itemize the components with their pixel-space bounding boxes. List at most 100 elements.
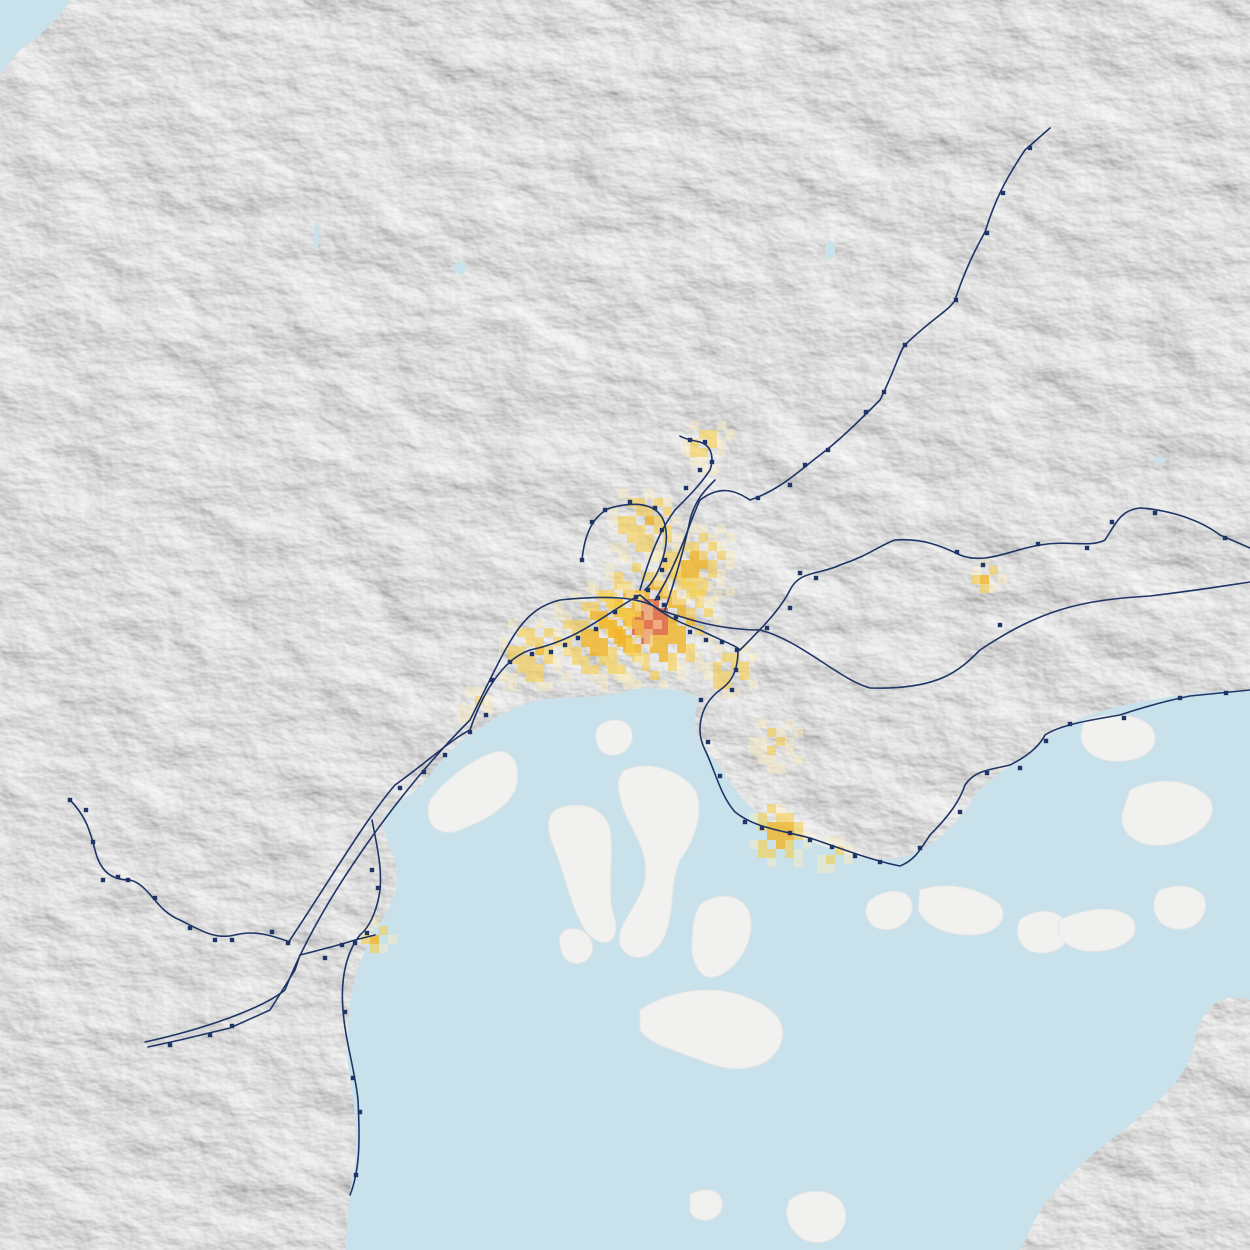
- station-marker[interactable]: [787, 605, 793, 611]
- station-marker[interactable]: [489, 677, 495, 683]
- station-marker[interactable]: [705, 739, 711, 745]
- station-marker[interactable]: [997, 622, 1003, 628]
- station-marker[interactable]: [802, 462, 808, 468]
- station-marker[interactable]: [662, 557, 668, 563]
- station-marker[interactable]: [1222, 535, 1228, 541]
- station-marker[interactable]: [167, 1042, 173, 1048]
- station-marker[interactable]: [575, 635, 581, 641]
- station-marker[interactable]: [442, 752, 448, 758]
- station-marker[interactable]: [207, 1032, 213, 1038]
- station-marker[interactable]: [357, 1109, 363, 1115]
- station-marker[interactable]: [673, 614, 679, 620]
- station-marker[interactable]: [212, 937, 218, 943]
- station-marker[interactable]: [339, 942, 345, 948]
- station-marker[interactable]: [755, 495, 761, 501]
- station-marker[interactable]: [627, 499, 633, 505]
- station-marker[interactable]: [659, 527, 665, 533]
- station-marker[interactable]: [683, 485, 689, 491]
- station-marker[interactable]: [787, 482, 793, 488]
- station-marker[interactable]: [322, 955, 328, 961]
- station-marker[interactable]: [602, 507, 608, 513]
- station-marker[interactable]: [709, 459, 715, 465]
- station-marker[interactable]: [1223, 690, 1229, 696]
- station-marker[interactable]: [229, 937, 235, 943]
- station-marker[interactable]: [593, 626, 599, 632]
- station-marker[interactable]: [353, 1172, 359, 1178]
- station-marker[interactable]: [645, 587, 651, 593]
- station-marker[interactable]: [717, 773, 723, 779]
- station-marker[interactable]: [797, 570, 803, 576]
- station-marker[interactable]: [369, 867, 375, 873]
- station-marker[interactable]: [863, 409, 869, 415]
- station-marker[interactable]: [229, 1023, 235, 1029]
- station-marker[interactable]: [152, 895, 158, 901]
- station-marker[interactable]: [1177, 695, 1183, 701]
- station-marker[interactable]: [661, 602, 667, 608]
- station-marker[interactable]: [652, 505, 658, 511]
- station-marker[interactable]: [1035, 541, 1041, 547]
- station-marker[interactable]: [125, 877, 131, 883]
- station-marker[interactable]: [902, 342, 908, 348]
- station-marker[interactable]: [813, 575, 819, 581]
- station-marker[interactable]: [697, 467, 703, 473]
- station-marker[interactable]: [1000, 190, 1006, 196]
- station-marker[interactable]: [852, 853, 858, 859]
- station-marker[interactable]: [529, 651, 535, 657]
- station-marker[interactable]: [980, 562, 986, 568]
- station-marker[interactable]: [734, 647, 740, 653]
- station-marker[interactable]: [764, 625, 770, 631]
- station-marker[interactable]: [659, 567, 665, 573]
- station-marker[interactable]: [90, 839, 96, 845]
- station-marker[interactable]: [881, 389, 887, 395]
- station-marker[interactable]: [703, 637, 709, 643]
- station-marker[interactable]: [1067, 721, 1073, 727]
- station-marker[interactable]: [421, 769, 427, 775]
- station-marker[interactable]: [364, 930, 370, 936]
- station-marker[interactable]: [954, 549, 960, 555]
- station-marker[interactable]: [787, 830, 793, 836]
- station-marker[interactable]: [548, 649, 554, 655]
- station-marker[interactable]: [953, 297, 959, 303]
- station-marker[interactable]: [633, 594, 639, 600]
- station-marker[interactable]: [589, 519, 595, 525]
- station-marker[interactable]: [1121, 715, 1127, 721]
- station-marker[interactable]: [467, 729, 473, 735]
- station-marker[interactable]: [1027, 145, 1033, 151]
- station-marker[interactable]: [742, 819, 748, 825]
- station-marker[interactable]: [1109, 519, 1115, 525]
- station-marker[interactable]: [702, 439, 708, 445]
- station-marker[interactable]: [687, 629, 693, 635]
- station-marker[interactable]: [825, 447, 831, 453]
- station-marker[interactable]: [507, 659, 513, 665]
- station-marker[interactable]: [83, 807, 89, 813]
- station-marker[interactable]: [285, 940, 291, 946]
- station-marker[interactable]: [984, 230, 990, 236]
- station-marker[interactable]: [917, 845, 923, 851]
- station-marker[interactable]: [984, 770, 990, 776]
- station-marker[interactable]: [1152, 510, 1158, 516]
- station-marker[interactable]: [1017, 765, 1023, 771]
- station-marker[interactable]: [350, 1075, 356, 1081]
- station-marker[interactable]: [562, 642, 568, 648]
- station-marker[interactable]: [719, 639, 725, 645]
- station-marker[interactable]: [759, 825, 765, 831]
- station-marker[interactable]: [579, 557, 585, 563]
- station-marker[interactable]: [733, 667, 739, 673]
- station-marker[interactable]: [829, 844, 835, 850]
- station-marker[interactable]: [67, 797, 73, 803]
- station-marker[interactable]: [807, 837, 813, 843]
- station-marker[interactable]: [342, 1009, 348, 1015]
- station-marker[interactable]: [1043, 738, 1049, 744]
- station-marker[interactable]: [877, 859, 883, 865]
- station-marker[interactable]: [397, 785, 403, 791]
- station-marker[interactable]: [483, 712, 489, 718]
- station-marker[interactable]: [729, 687, 735, 693]
- station-marker[interactable]: [375, 885, 381, 891]
- station-marker[interactable]: [115, 874, 121, 880]
- station-marker[interactable]: [187, 925, 193, 931]
- station-marker[interactable]: [698, 697, 704, 703]
- station-marker[interactable]: [352, 940, 358, 946]
- station-marker[interactable]: [612, 609, 618, 615]
- station-marker[interactable]: [655, 595, 661, 601]
